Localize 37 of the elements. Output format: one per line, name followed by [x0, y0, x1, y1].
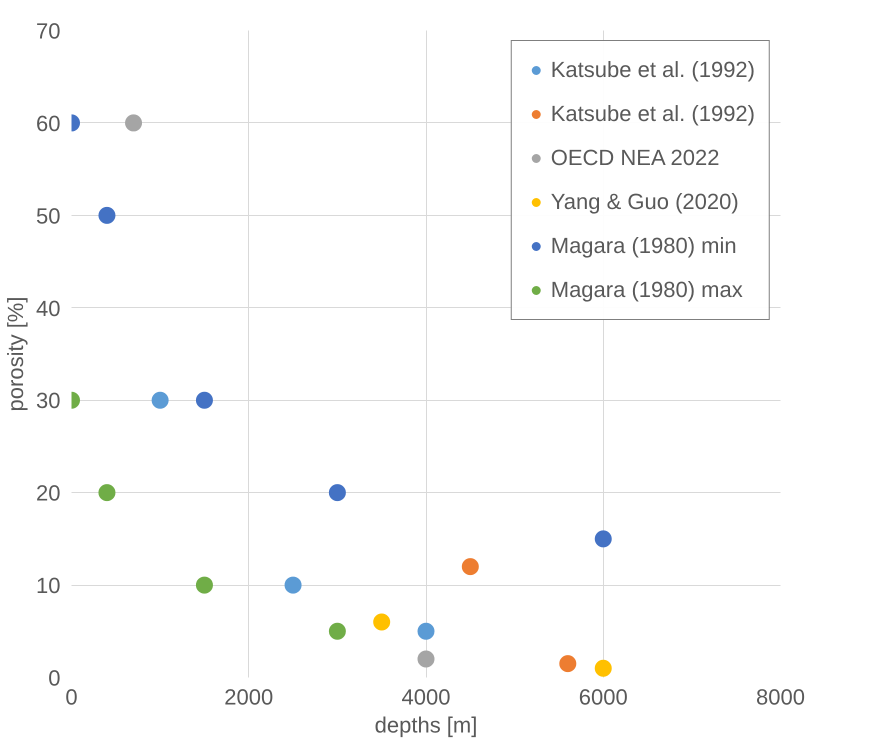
point — [98, 206, 116, 224]
y-tick-label: 50 — [36, 203, 61, 228]
y-tick-label: 20 — [36, 480, 61, 506]
point — [196, 576, 213, 594]
x-axis-title: depths [m] — [374, 712, 478, 738]
point — [594, 660, 612, 677]
point — [152, 392, 169, 409]
y-tick-label: 70 — [36, 18, 61, 44]
x-tick-label: 0 — [65, 684, 78, 710]
legend-label: Magara (1980) min — [550, 232, 737, 260]
legend-label: OECD NEA 2022 — [550, 144, 720, 172]
x-tick-label: 6000 — [578, 684, 628, 710]
y-axis-title: porosity [%] — [3, 296, 28, 412]
x-tick-label: 2000 — [224, 684, 274, 710]
point — [594, 530, 612, 548]
legend-label: Katsube et al. (1992) — [550, 56, 755, 84]
point — [98, 484, 116, 502]
legend-label: Magara (1980) max — [550, 276, 743, 304]
y-tick-label: 60 — [36, 110, 61, 136]
point — [373, 614, 390, 631]
point — [125, 114, 142, 132]
point — [559, 655, 576, 672]
point — [418, 622, 434, 640]
point — [328, 484, 346, 502]
point — [328, 622, 346, 640]
point — [418, 650, 434, 668]
point — [284, 576, 302, 594]
x-tick-label: 4000 — [402, 684, 450, 710]
legend-label: Yang & Guo (2020) — [550, 188, 739, 216]
x-tick-label: 8000 — [756, 684, 805, 710]
point — [196, 392, 213, 409]
y-tick-label: 0 — [48, 666, 61, 690]
point — [462, 558, 479, 576]
y-tick-label: 40 — [36, 296, 61, 321]
y-tick-label: 10 — [36, 573, 61, 598]
y-tick-label: 30 — [36, 388, 61, 414]
legend-label: Katsube et al. (1992) — [550, 100, 755, 128]
